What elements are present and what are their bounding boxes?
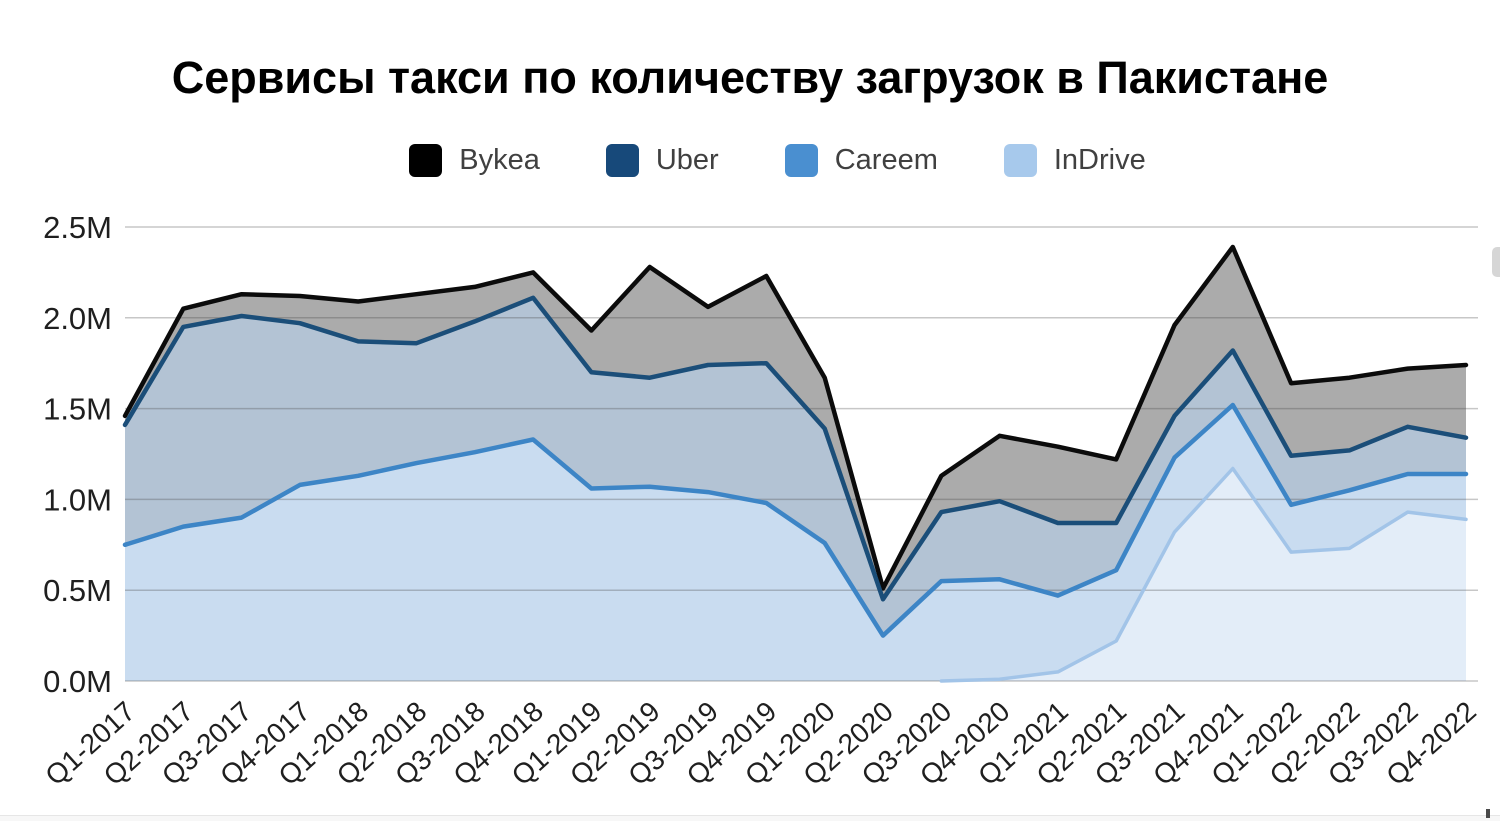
y-tick-label: 0.0M xyxy=(43,664,112,699)
y-tick-label: 2.0M xyxy=(43,301,112,336)
y-tick-label: 1.0M xyxy=(43,482,112,517)
careem-swatch-icon xyxy=(784,144,818,177)
legend-label: Uber xyxy=(655,144,719,176)
legend-label: InDrive xyxy=(1053,144,1146,176)
y-tick-label: 2.5M xyxy=(43,210,112,245)
legend-item-indrive: InDrive xyxy=(1003,144,1146,177)
legend-label: Bykea xyxy=(459,144,540,176)
y-tick-label: 1.5M xyxy=(43,392,112,427)
bykea-line xyxy=(122,244,1469,591)
chart-title: Сервисы такси по количеству загрузок в П… xyxy=(171,52,1329,103)
uber-swatch-icon xyxy=(605,144,639,177)
legend-label: Careem xyxy=(834,144,938,176)
indrive-area xyxy=(941,468,1466,681)
indrive-swatch-icon xyxy=(1003,144,1037,177)
bottom-edge-strip xyxy=(0,815,1500,821)
legend: Bykea Uber Careem InDrive xyxy=(0,144,1500,177)
bottom-edge-tick xyxy=(1486,809,1490,818)
y-tick-label: 0.5M xyxy=(43,573,112,608)
legend-item-uber: Uber xyxy=(605,144,719,177)
careem-line xyxy=(122,402,1469,638)
legend-item-bykea: Bykea xyxy=(409,144,540,177)
bykea-swatch-icon xyxy=(409,144,443,177)
indrive-line xyxy=(939,466,1468,683)
uber-line xyxy=(122,295,1469,602)
scrollbar-fragment xyxy=(1492,247,1500,277)
legend-item-careem: Careem xyxy=(784,144,938,177)
